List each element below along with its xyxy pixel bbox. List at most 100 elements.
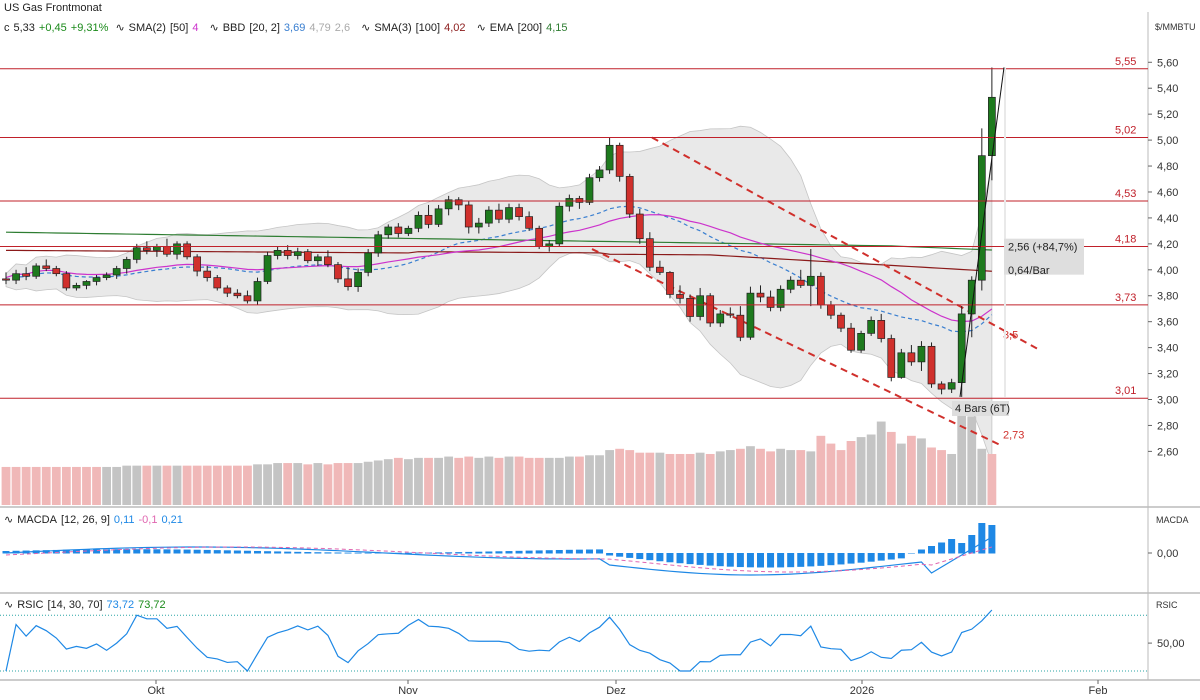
candle-body — [535, 227, 544, 247]
rsi-param: [14, 30, 70] — [47, 599, 103, 611]
macd-histogram-bar — [445, 552, 453, 554]
macd-value-3: 0,21 — [161, 514, 183, 526]
volume-bar — [82, 466, 91, 505]
sma2-legend[interactable]: ∿ SMA(2) [50] 4 — [115, 22, 202, 34]
volume-bar — [454, 457, 464, 505]
price-tick-label: 4,40 — [1157, 213, 1178, 225]
volume-bar — [695, 452, 705, 505]
candle-body — [967, 279, 976, 315]
volume-bar — [917, 438, 926, 505]
volume-bar — [474, 457, 484, 505]
volume-bar — [715, 451, 725, 505]
macd-legend[interactable]: ∿ MACDA [12, 26, 9] 0,11 -0,1 0,21 — [4, 513, 187, 526]
macd-histogram-bar — [666, 553, 674, 563]
macd-histogram-bar — [777, 553, 785, 568]
volume-bar — [735, 448, 745, 505]
candle-body — [404, 227, 413, 234]
macd-histogram-bar — [314, 552, 322, 554]
volume-bar — [514, 456, 524, 505]
price-tick-label: 4,00 — [1157, 265, 1178, 277]
candle-body — [766, 296, 775, 308]
candle-body — [726, 313, 735, 316]
macd-axis-title: MACDA — [1156, 515, 1189, 525]
volume-bar — [907, 435, 916, 505]
trend-lower-label: 2,73 — [1003, 430, 1024, 442]
macd-histogram-bar — [817, 553, 825, 566]
volume-bar — [11, 466, 21, 505]
ema-param: [200] — [517, 22, 543, 34]
candle-body — [283, 249, 292, 256]
candle-body — [132, 247, 141, 260]
volume-bar — [605, 450, 614, 505]
macd-histogram-bar — [173, 549, 181, 554]
candle-body — [847, 327, 855, 351]
macd-histogram-bar — [515, 550, 523, 554]
macd-histogram-bar — [294, 551, 302, 554]
candle-body — [203, 270, 212, 278]
candle-body — [555, 205, 564, 245]
candle-body — [243, 295, 252, 302]
volume-bar — [112, 466, 122, 505]
volume-bar — [182, 465, 192, 505]
macd-histogram-bar — [274, 551, 282, 554]
candle-body — [605, 144, 614, 171]
candle-body — [62, 273, 71, 289]
candle-body — [82, 281, 91, 286]
candle-body — [303, 251, 312, 262]
volume-bar — [162, 465, 172, 505]
volume-bar — [977, 448, 987, 505]
volume-bar — [705, 453, 715, 505]
candle-body — [72, 285, 81, 289]
macd-histogram-bar — [716, 553, 724, 567]
macd-histogram-bar — [736, 553, 744, 568]
sma3-legend[interactable]: ∿ SMA(3) [100] 4,02 — [361, 22, 469, 34]
volume-bar — [243, 465, 252, 505]
volume-bar — [132, 465, 142, 505]
bbd-label: BBD — [222, 22, 246, 34]
rsi-legend[interactable]: ∿ RSIC [14, 30, 70] 73,72 73,72 — [4, 598, 170, 611]
candle-body — [786, 279, 795, 290]
macd-histogram-bar — [847, 553, 855, 564]
candle-body — [897, 352, 906, 378]
bollinger-band — [5, 125, 993, 465]
candle-body — [676, 294, 684, 299]
candle-body — [394, 226, 403, 234]
speed-label: 0,64/Bar — [1008, 265, 1050, 277]
candle-body — [414, 214, 423, 229]
volume-bar — [142, 465, 152, 505]
indicator-wave-icon: ∿ — [476, 22, 486, 34]
quote-prefix: c — [4, 22, 10, 34]
volume-bar — [383, 459, 393, 505]
rsi-label: RSIC — [17, 599, 44, 611]
macd-value-2: -0,1 — [138, 514, 158, 526]
volume-bar — [625, 450, 635, 505]
bbd-legend[interactable]: ∿ BBD [20, 2] 3,69 4,79 2,6 — [210, 22, 355, 34]
indicator-wave-icon: ∿ — [361, 22, 371, 34]
close-value: 5,33 — [13, 22, 35, 34]
macd-histogram-bar — [726, 553, 734, 567]
macd-histogram-bar — [62, 549, 70, 554]
macd-histogram-bar — [344, 552, 352, 554]
macd-histogram-bar — [877, 553, 885, 561]
bars-label: 4 Bars (6T) — [955, 403, 1010, 415]
candle-body — [454, 199, 463, 206]
indicator-legend: c 5,33 +0,45 +9,31% ∿ SMA(2) [50] 4 ∿ BBD [20, 2… — [4, 21, 576, 34]
macd-histogram-bar — [264, 551, 272, 554]
candle-body — [273, 249, 282, 256]
candle-body — [223, 287, 232, 294]
volume-bar — [434, 457, 443, 505]
ema-legend[interactable]: ∿ EMA [200] 4,15 — [477, 22, 572, 34]
candle-body — [937, 383, 946, 390]
change-pct-value: +9,31% — [70, 22, 109, 34]
volume-bar — [92, 466, 101, 505]
candle-body — [515, 207, 523, 217]
macd-histogram-bar — [807, 553, 815, 567]
candle-body — [384, 226, 393, 236]
macd-histogram-bar — [626, 553, 634, 558]
candle-body — [947, 382, 956, 390]
volume-bar — [192, 465, 202, 505]
candle-body — [877, 320, 886, 339]
candle-body — [575, 198, 584, 203]
candle-body — [666, 272, 674, 295]
